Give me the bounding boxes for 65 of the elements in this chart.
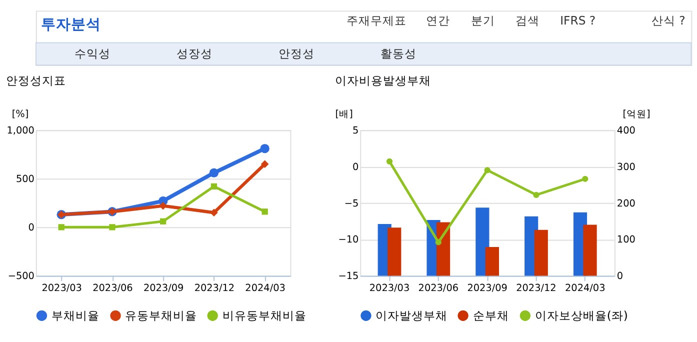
x-tick-label: 2023/09 xyxy=(143,282,184,294)
text: 검색 xyxy=(515,13,540,28)
text: 투자분석 xyxy=(40,16,101,34)
text: 활동성 xyxy=(380,46,417,60)
bar xyxy=(485,246,500,276)
x-tick-label: 2023/09 xyxy=(467,282,508,294)
point xyxy=(484,167,490,174)
bar xyxy=(534,230,548,276)
text: 성장성 xyxy=(176,46,213,60)
text: 주재무제표 xyxy=(346,13,407,28)
legend-label: 이자보상배율(좌) xyxy=(534,308,628,323)
x-tick-label: 2023/06 xyxy=(418,282,459,294)
point xyxy=(160,218,166,224)
point xyxy=(582,176,588,182)
y-tick-label: −15 xyxy=(338,271,359,282)
text: IFRS ? xyxy=(560,13,596,28)
x-tick-label: 2024/03 xyxy=(245,282,286,294)
x-tick-label: 2023/12 xyxy=(194,282,235,294)
point xyxy=(533,192,540,198)
y2-tick-label: 200 xyxy=(616,198,636,210)
y2-tick-label: 400 xyxy=(616,126,636,137)
y-tick-label: −5 xyxy=(344,198,359,210)
text: 분기 xyxy=(470,13,495,28)
x-tick-label: 2023/06 xyxy=(92,282,133,294)
legend-label: 이자발생부채 xyxy=(376,308,448,323)
bar xyxy=(388,228,402,276)
point xyxy=(209,168,219,178)
chart-title: 이자비용발생부채 xyxy=(335,73,432,88)
point xyxy=(210,183,218,190)
point xyxy=(262,208,268,215)
point xyxy=(260,144,270,154)
x-tick-label: 2023/12 xyxy=(516,282,556,294)
y-tick-label: 0 xyxy=(352,162,359,173)
y-tick-label: 0 xyxy=(28,222,34,234)
point xyxy=(386,158,393,164)
legend-label: 비유동부채비율 xyxy=(222,308,306,323)
y-tick-label: −10 xyxy=(338,234,359,246)
text: 안정성 xyxy=(278,46,315,60)
y2-axis-title: [억원] xyxy=(622,109,650,120)
legend-label: 부채비율 xyxy=(51,308,100,323)
legend-label: 유동부채비율 xyxy=(125,308,198,323)
point xyxy=(260,160,269,168)
y2-tick-label: 300 xyxy=(616,162,636,173)
y-axis-title: [%] xyxy=(12,109,29,120)
point xyxy=(109,224,116,230)
y2-tick-label: 0 xyxy=(616,271,624,282)
text: 연간 xyxy=(426,13,450,28)
x-tick-label: 2023/03 xyxy=(42,282,82,294)
x-tick-label: 2024/03 xyxy=(565,282,606,294)
point xyxy=(159,202,167,210)
point xyxy=(210,208,218,217)
point xyxy=(435,239,442,246)
text: 산식 ? xyxy=(651,13,686,28)
y-tick-label: 500 xyxy=(16,174,34,186)
text: 수익성 xyxy=(74,46,111,60)
y2-tick-label: 100 xyxy=(616,234,636,246)
y-tick-label: 5 xyxy=(352,126,359,137)
legend-label: 순부채 xyxy=(472,308,509,323)
bar xyxy=(583,224,597,276)
point xyxy=(58,224,64,230)
x-tick-label: 2023/03 xyxy=(369,282,410,294)
y-tick-label: 1,000 xyxy=(6,126,34,137)
y-axis-title: [배] xyxy=(335,109,353,120)
chart-title: 안정성지표 xyxy=(6,73,66,88)
y-tick-label: −500 xyxy=(8,271,34,282)
